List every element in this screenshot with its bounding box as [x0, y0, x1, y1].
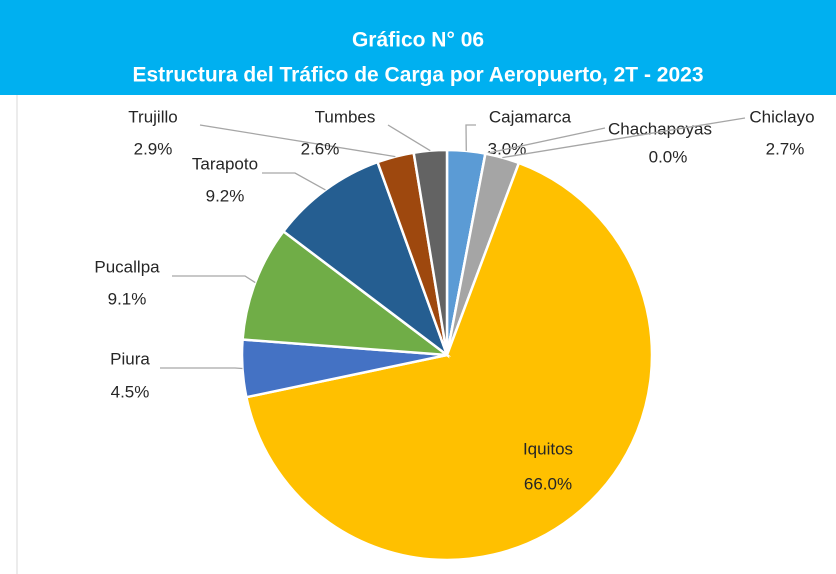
- slice-label: Chiclayo: [749, 107, 814, 126]
- slice-label: Pucallpa: [94, 257, 160, 276]
- chart-title: Gráfico N° 06: [352, 29, 484, 52]
- slice-label: Chachapoyas: [608, 119, 712, 138]
- leader-line: [465, 124, 476, 151]
- slice-label: Tarapoto: [192, 154, 258, 173]
- value-label: 9.1%: [108, 289, 147, 308]
- slice-label: Tumbes: [315, 107, 376, 126]
- pie-slice: [244, 161, 654, 562]
- leader-line: [262, 172, 326, 191]
- value-label: 4.5%: [111, 382, 150, 401]
- value-label: 9.2%: [206, 186, 245, 205]
- slice-label: Cajamarca: [489, 107, 572, 126]
- chart-subtitle: Estructura del Tráfico de Carga por Aero…: [132, 64, 703, 87]
- value-label: 2.7%: [766, 139, 805, 158]
- slice-label: Trujillo: [128, 107, 177, 126]
- slice-label: Piura: [110, 349, 150, 368]
- leader-line: [502, 117, 746, 159]
- leader-line: [160, 367, 243, 370]
- header-band: [0, 0, 836, 95]
- leader-line: [485, 127, 606, 155]
- value-label: 0.0%: [649, 147, 688, 166]
- leader-line: [172, 275, 256, 284]
- slice-label: Iquitos: [523, 439, 573, 458]
- value-label: 2.6%: [301, 139, 340, 158]
- value-label: 66.0%: [524, 474, 572, 493]
- value-label: 2.9%: [134, 139, 173, 158]
- leader-line: [387, 124, 431, 152]
- leader-line: [199, 124, 396, 158]
